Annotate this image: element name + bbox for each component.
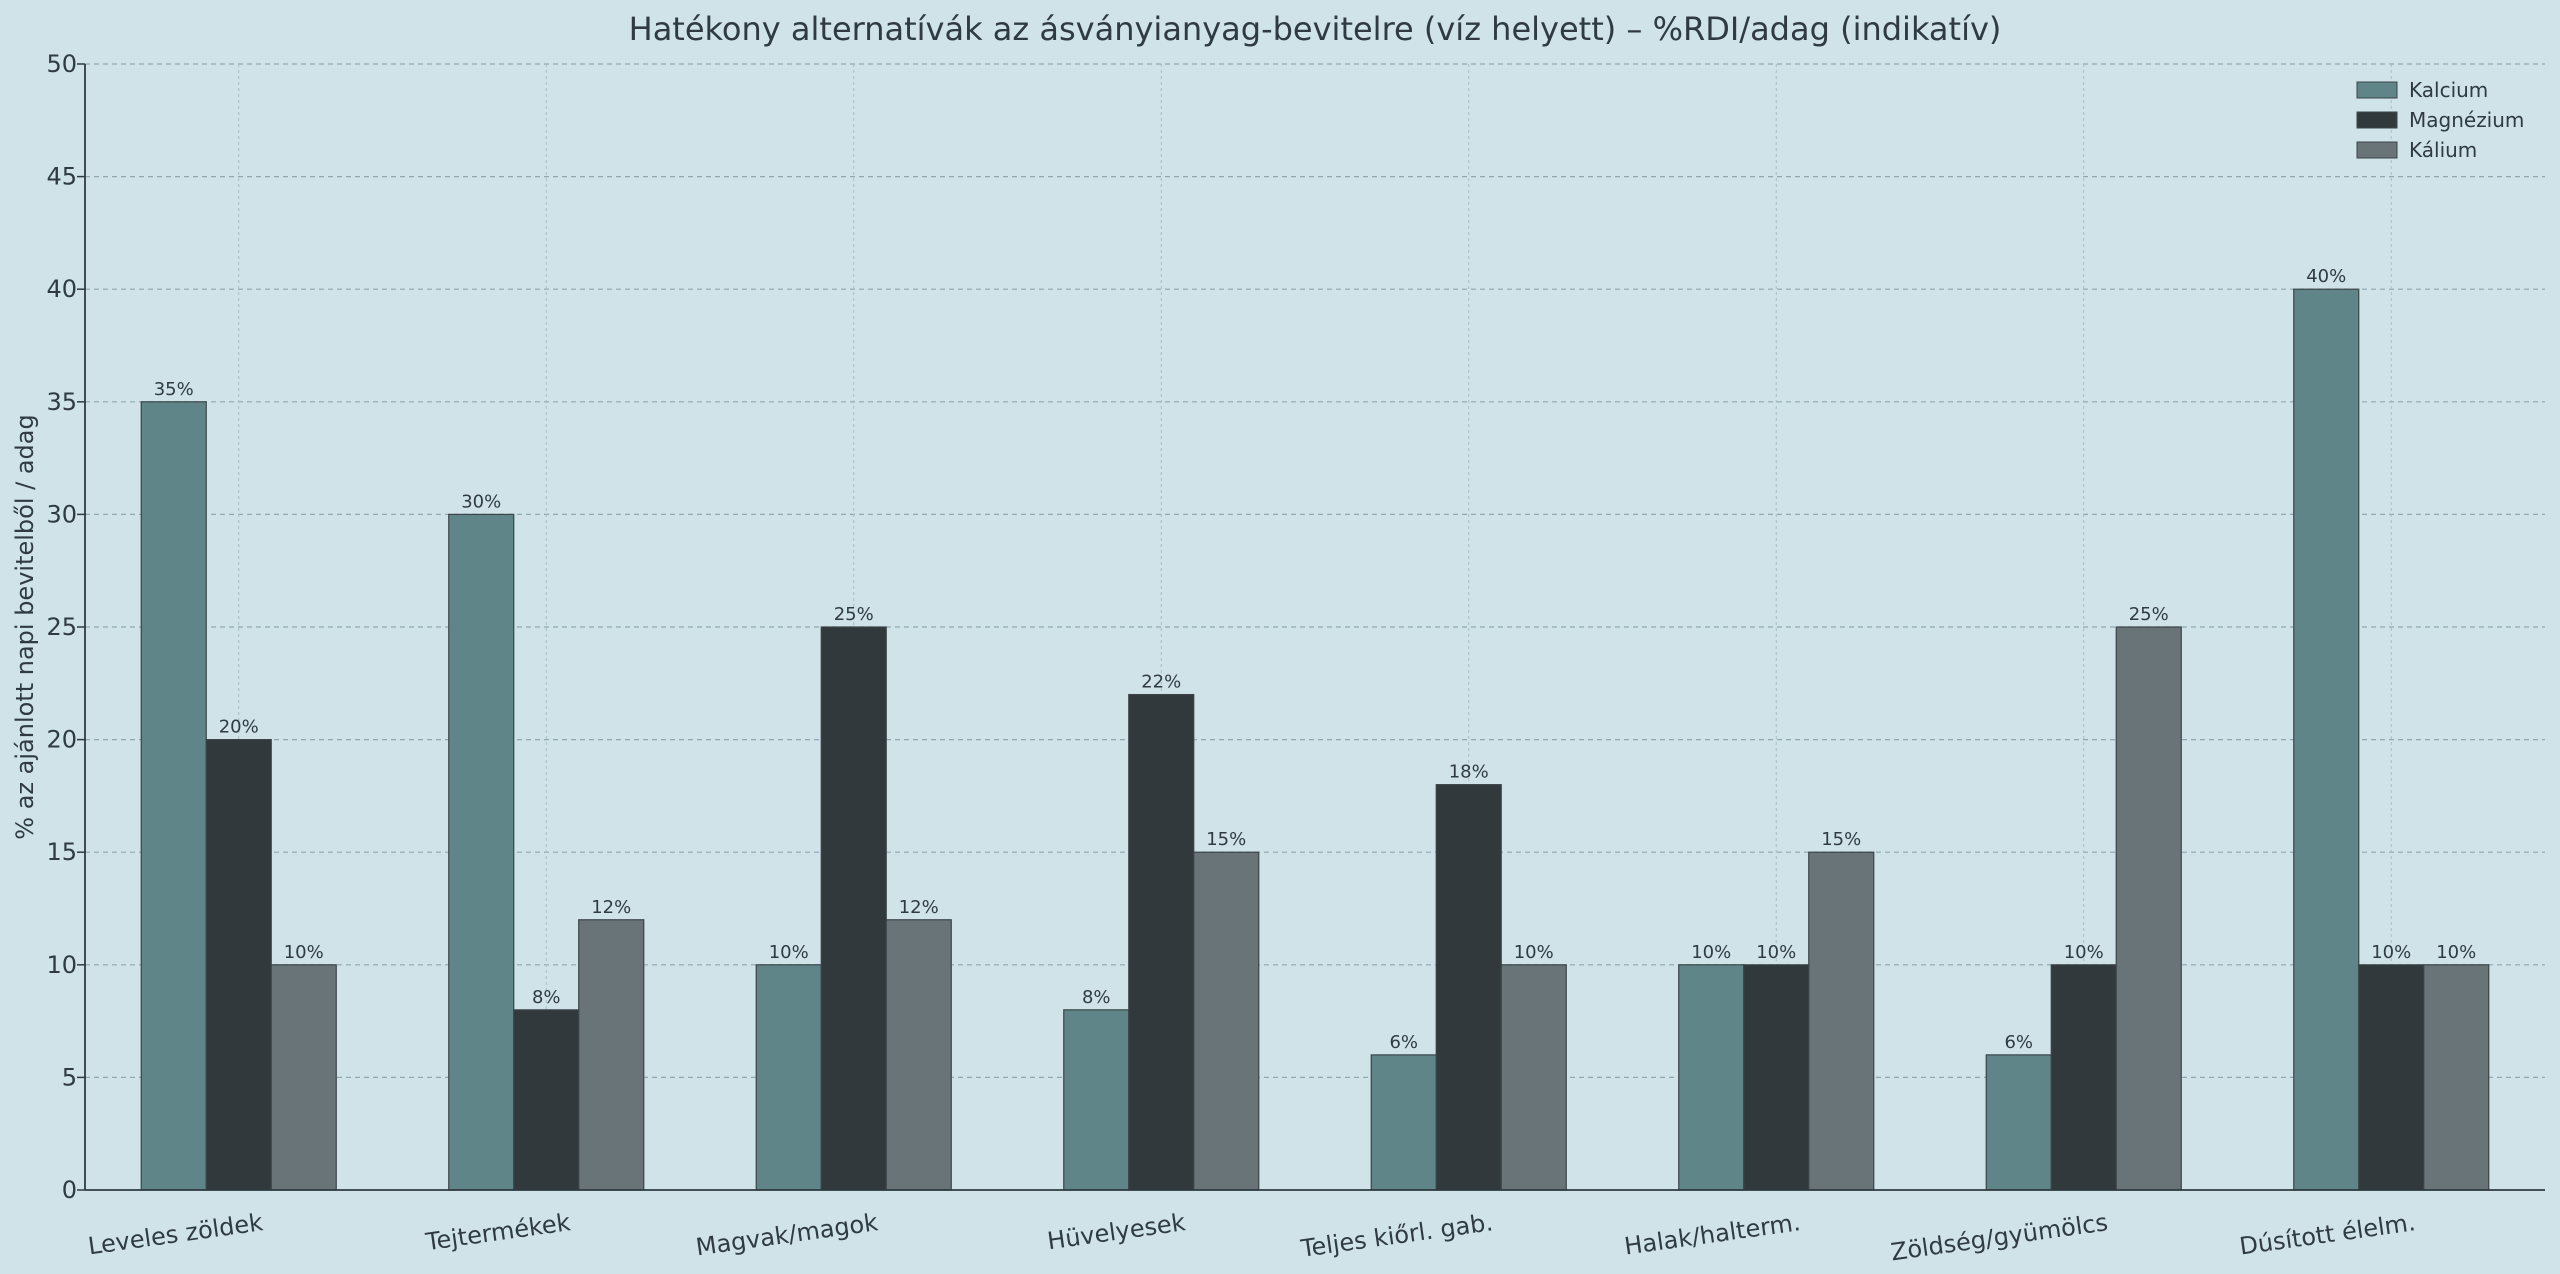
legend-swatch [2356,111,2398,129]
bar-kálium [2423,964,2490,1191]
x-tick-label: Hüvelyesek [1046,1208,1188,1255]
bar-magnézium [1128,693,1195,1191]
bar-kalcium [1985,1054,2052,1191]
bar-kálium [1193,851,1260,1191]
x-tick-label: Tejtermékek [423,1208,572,1256]
bar-kalcium [140,401,207,1191]
bar-value-label: 18% [1449,762,1489,783]
bar-value-label: 25% [834,604,874,625]
y-tick-label: 10 [46,951,77,979]
x-tick-label: Magvak/magok [694,1208,880,1261]
bar-value-label: 10% [1691,942,1731,963]
bar-value-label: 15% [1821,829,1861,850]
bar-kálium [270,964,337,1191]
bar-value-label: 8% [532,987,561,1008]
bar-value-label: 35% [154,379,194,400]
bar-value-label: 22% [1141,672,1181,693]
bar-kálium [578,919,645,1191]
y-tick-label: 40 [46,275,77,303]
x-tick-label: Teljes kiőrl. gab. [1298,1208,1494,1263]
bar-value-label: 30% [461,491,501,512]
y-tick-label: 30 [46,500,77,528]
bar-value-label: 10% [2436,942,2476,963]
bar-value-label: 40% [2306,266,2346,287]
y-tick-label: 50 [46,50,77,78]
bar-kalcium [448,513,515,1191]
y-tick-label: 35 [46,388,77,416]
bar-kalcium [1370,1054,1437,1191]
x-tick-label: Halak/halterm. [1623,1208,1802,1260]
bar-kalcium [755,964,822,1191]
legend-label: Kalcium [2409,78,2488,102]
bar-value-label: 6% [1389,1032,1418,1053]
y-axis-label: % az ajánlott napi bevitelből / adag [11,414,39,839]
legend-label: Kálium [2409,138,2477,162]
bar-kalcium [2293,288,2360,1191]
x-tick-label: Leveles zöldek [86,1208,264,1260]
bar-value-label: 12% [899,897,939,918]
chart-title: Hatékony alternatívák az ásványianyag-be… [629,10,2002,48]
bar-kalcium [1063,1009,1130,1191]
bar-magnézium [1435,784,1502,1191]
x-tick-label: Zöldség/gyümölcs [1889,1208,2109,1266]
bars [140,288,2490,1191]
bar-value-label: 20% [219,717,259,738]
data-labels: 35% 20% 10% 30% 8% 12% 10% 25% 12% 8% 22% 15% 6% 18% 1… [154,266,2477,1053]
bar-kálium [1808,851,1875,1191]
x-tick-label: Dúsított élelm. [2238,1208,2417,1260]
bar-value-label: 15% [1206,829,1246,850]
y-tick-label: 45 [46,163,77,191]
bar-value-label: 8% [1082,987,1111,1008]
legend-label: Magnézium [2409,108,2524,132]
legend-swatch [2356,81,2398,99]
bar-magnézium [2050,964,2117,1191]
bar-magnézium [1743,964,1810,1191]
y-tick-label: 5 [62,1063,77,1091]
bar-magnézium [820,626,887,1191]
bar-magnézium [205,738,272,1191]
legend-swatch [2356,141,2398,159]
bar-kalcium [1678,964,1745,1191]
bar-value-label: 10% [1514,942,1554,963]
y-tick-label: 15 [46,838,77,866]
bar-magnézium [2358,964,2425,1191]
bar-magnézium [513,1009,580,1191]
bar-value-label: 10% [2064,942,2104,963]
bar-value-label: 25% [2129,604,2169,625]
bar-value-label: 10% [2371,942,2411,963]
y-tick-label: 0 [62,1176,77,1204]
bar-kálium [885,919,952,1191]
bar-value-label: 10% [1756,942,1796,963]
bar-value-label: 6% [2004,1032,2033,1053]
y-tick-label: 25 [46,613,77,641]
bar-kálium [1500,964,1567,1191]
bar-kálium [2115,626,2182,1191]
bar-value-label: 12% [591,897,631,918]
bar-value-label: 10% [284,942,324,963]
bar-value-label: 10% [769,942,809,963]
legend: Kalcium Magnézium Kálium [2356,78,2524,162]
y-tick-label: 20 [46,726,77,754]
